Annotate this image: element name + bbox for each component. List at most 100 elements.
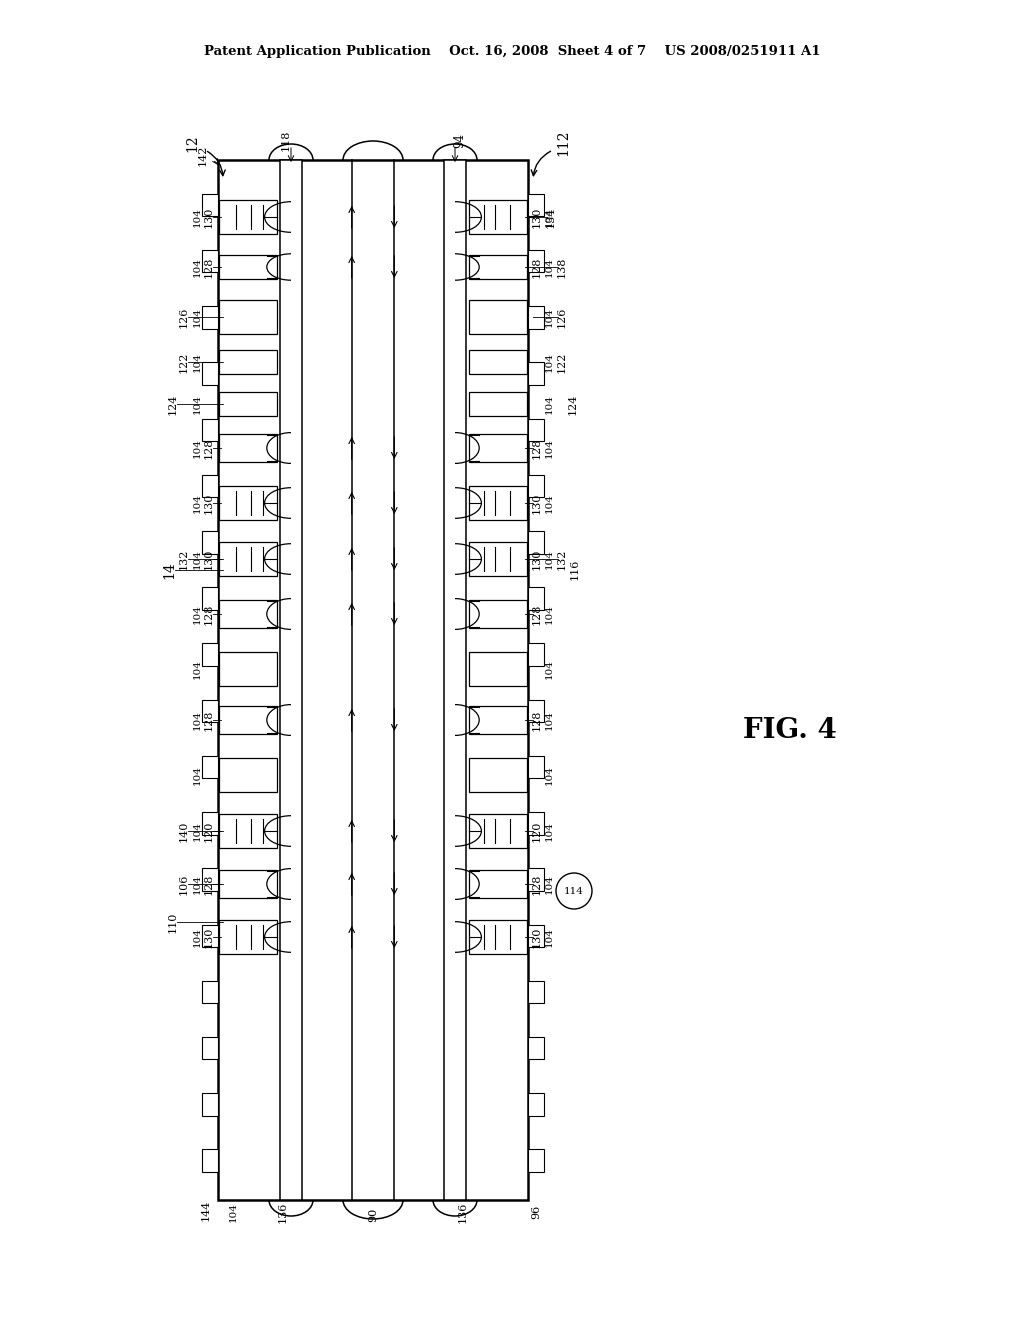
Bar	[219, 920, 278, 954]
Bar	[219, 434, 278, 462]
Bar	[219, 543, 278, 576]
Bar	[469, 300, 527, 334]
Bar	[469, 601, 527, 628]
Bar	[219, 300, 278, 334]
Bar	[528, 363, 544, 385]
Text: 104: 104	[545, 438, 554, 458]
Bar	[528, 306, 544, 329]
Bar	[219, 814, 278, 847]
Text: 116: 116	[570, 558, 580, 579]
Text: 134: 134	[546, 206, 556, 227]
Bar	[202, 1150, 218, 1172]
Text: 104: 104	[545, 766, 554, 785]
Text: 136: 136	[458, 1201, 468, 1222]
Text: 104: 104	[545, 395, 554, 414]
Text: 104: 104	[545, 257, 554, 277]
Bar	[528, 418, 544, 441]
Text: 106: 106	[179, 874, 189, 895]
Text: 104: 104	[193, 257, 202, 277]
Bar	[202, 418, 218, 441]
Bar	[528, 869, 544, 891]
Text: 110: 110	[168, 911, 178, 933]
Bar	[202, 812, 218, 834]
Bar	[469, 706, 527, 734]
Text: 118: 118	[281, 129, 291, 150]
Text: 12: 12	[185, 135, 199, 152]
Text: 104: 104	[193, 438, 202, 458]
Text: 104: 104	[545, 308, 554, 327]
Text: 138: 138	[557, 256, 567, 277]
Text: 104: 104	[193, 395, 202, 414]
Text: 104: 104	[193, 352, 202, 372]
Bar	[219, 758, 278, 792]
Bar	[202, 1038, 218, 1060]
Bar	[528, 643, 544, 667]
Text: 130: 130	[204, 548, 214, 570]
Text: 96: 96	[531, 1205, 541, 1220]
Text: 122: 122	[557, 351, 567, 372]
Bar	[528, 1093, 544, 1115]
Text: 130: 130	[532, 492, 542, 513]
Text: 130: 130	[532, 548, 542, 570]
Bar	[219, 201, 278, 234]
Text: 104: 104	[545, 874, 554, 894]
Text: 114: 114	[564, 887, 584, 895]
Bar	[202, 587, 218, 610]
Text: Patent Application Publication    Oct. 16, 2008  Sheet 4 of 7    US 2008/0251911: Patent Application Publication Oct. 16, …	[204, 45, 820, 58]
Bar	[469, 201, 527, 234]
Text: 132: 132	[557, 548, 567, 570]
Text: 104: 104	[193, 308, 202, 327]
Text: 142: 142	[198, 144, 208, 166]
Bar	[528, 475, 544, 498]
Text: 128: 128	[532, 874, 542, 895]
Bar	[202, 249, 218, 272]
Text: 128: 128	[204, 709, 214, 731]
Bar	[469, 392, 527, 416]
Bar	[469, 920, 527, 954]
Text: 104: 104	[193, 927, 202, 946]
Text: 104: 104	[228, 1203, 238, 1222]
Text: 90: 90	[368, 1208, 378, 1222]
Bar	[528, 249, 544, 272]
Text: 128: 128	[532, 709, 542, 731]
Bar	[528, 1038, 544, 1060]
Text: 104: 104	[545, 494, 554, 513]
Text: 104: 104	[545, 352, 554, 372]
Text: 112: 112	[556, 129, 570, 156]
Text: 128: 128	[204, 874, 214, 895]
Text: 104: 104	[193, 659, 202, 678]
Bar	[469, 434, 527, 462]
Bar	[280, 160, 302, 1200]
Bar	[202, 1093, 218, 1115]
Text: 104: 104	[193, 710, 202, 730]
Text: 104: 104	[193, 821, 202, 841]
Text: 128: 128	[532, 256, 542, 277]
Bar	[528, 924, 544, 946]
Bar	[528, 194, 544, 216]
Text: 136: 136	[278, 1201, 288, 1222]
Text: 126: 126	[557, 306, 567, 327]
Text: 126: 126	[179, 306, 189, 327]
Bar	[469, 486, 527, 520]
Text: 124: 124	[168, 393, 178, 414]
Bar	[219, 706, 278, 734]
Text: 104: 104	[545, 207, 554, 227]
Text: 128: 128	[204, 603, 214, 624]
Text: 124: 124	[568, 393, 578, 414]
Text: 130: 130	[532, 206, 542, 227]
Text: 104: 104	[545, 710, 554, 730]
Text: 122: 122	[179, 351, 189, 372]
Bar	[528, 700, 544, 722]
Text: 128: 128	[204, 256, 214, 277]
Text: 120: 120	[532, 820, 542, 842]
Bar	[219, 601, 278, 628]
Bar	[469, 870, 527, 898]
Text: 104: 104	[193, 494, 202, 513]
Bar	[202, 869, 218, 891]
Bar	[202, 363, 218, 385]
Text: 140: 140	[179, 820, 189, 842]
Text: 94: 94	[454, 132, 467, 148]
Text: 132: 132	[179, 548, 189, 570]
Bar	[469, 652, 527, 686]
Bar	[218, 160, 528, 1200]
